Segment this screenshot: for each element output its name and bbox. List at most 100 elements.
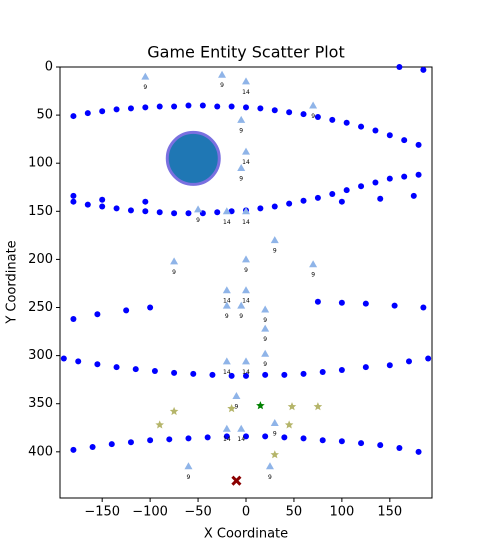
item-triangle	[242, 255, 250, 263]
item-label: 9	[273, 430, 277, 437]
item-label: 14	[242, 159, 250, 166]
x-tick-label: 100	[329, 505, 354, 520]
entity-dot	[127, 439, 134, 446]
x-tick-label: −50	[184, 505, 211, 520]
entity-dot	[410, 192, 417, 199]
entity-dot	[281, 434, 288, 441]
entity-dot	[300, 197, 307, 204]
entity-dot	[257, 105, 264, 112]
entity-dot	[70, 198, 77, 205]
entity-dot	[362, 300, 369, 307]
item-label: 14	[242, 369, 250, 376]
entity-dot	[127, 105, 134, 112]
item-label: 9	[239, 127, 243, 134]
entity-dot	[314, 194, 321, 201]
item-triangle	[222, 357, 231, 365]
item-label: 9	[263, 336, 267, 343]
entity-dot	[142, 198, 149, 205]
item-triangle	[261, 305, 270, 313]
item-label: 9	[187, 474, 191, 481]
item-label: 9	[263, 361, 267, 368]
entity-dot	[386, 175, 393, 182]
entity-dot	[99, 203, 106, 210]
entity-dot	[228, 208, 235, 215]
item-triangle	[270, 236, 279, 244]
item-label: 9	[220, 82, 224, 89]
star-marker	[287, 402, 297, 411]
entity-dot	[156, 209, 163, 216]
entity-dot	[94, 361, 101, 368]
entity-dot	[113, 106, 120, 113]
entity-dot	[401, 137, 408, 144]
entity-dot	[314, 114, 321, 121]
entity-dot	[343, 119, 350, 126]
entity-dot	[314, 298, 321, 305]
star-marker	[313, 402, 323, 411]
entity-dot	[70, 446, 77, 453]
item-label: 9	[239, 176, 243, 183]
entity-dot	[214, 209, 221, 216]
y-axis-label: Y Coordinate	[5, 240, 20, 324]
item-label: 14	[242, 298, 250, 305]
star-marker	[256, 401, 265, 410]
entity-dot	[405, 358, 412, 365]
entity-dot	[420, 66, 427, 73]
entity-dot	[70, 113, 77, 120]
item-label: 9	[143, 84, 147, 91]
item-label: 9	[244, 267, 248, 274]
x-tick-label: 0	[242, 505, 250, 520]
item-label: 14	[242, 89, 250, 96]
star-marker	[155, 420, 164, 429]
item-triangle	[242, 207, 250, 215]
item-triangle	[170, 257, 179, 265]
item-triangle	[232, 392, 241, 400]
entity-dot	[396, 444, 403, 451]
player-circle	[165, 130, 221, 186]
entity-dot	[415, 448, 422, 455]
entity-dot	[108, 441, 115, 448]
x-marker	[231, 475, 242, 486]
item-triangle	[261, 324, 270, 332]
item-triangle	[222, 424, 231, 432]
entity-dot	[132, 366, 139, 373]
entity-dot	[286, 200, 293, 207]
item-triangle	[261, 349, 270, 357]
star-marker	[270, 450, 279, 459]
entity-dot	[300, 370, 307, 377]
entity-dot	[262, 371, 269, 378]
entity-dot	[319, 437, 326, 444]
item-triangle	[237, 301, 246, 309]
item-label: 14	[223, 436, 231, 443]
entity-dot	[271, 107, 278, 114]
entity-dot	[257, 205, 264, 212]
x-tick-label: −150	[84, 505, 120, 520]
item-label: 14	[237, 436, 245, 443]
star-marker	[227, 404, 236, 413]
x-tick-label: −100	[132, 505, 168, 520]
item-label: 14	[242, 219, 250, 226]
entity-dot	[204, 434, 211, 441]
entity-dot	[84, 201, 91, 208]
entity-dot	[84, 110, 91, 117]
entity-dot	[338, 367, 345, 374]
entity-dot	[338, 438, 345, 445]
item-triangle	[242, 77, 250, 85]
entity-dot	[166, 436, 173, 443]
item-label: 9	[239, 313, 243, 320]
item-triangle	[242, 286, 250, 294]
item-triangle	[237, 164, 246, 172]
entity-dot	[338, 299, 345, 306]
entity-dot	[185, 435, 192, 442]
y-tick-label: 300	[28, 348, 53, 363]
entity-dot	[271, 203, 278, 210]
y-tick-label: 100	[28, 156, 53, 171]
item-label: 14	[223, 219, 231, 226]
item-triangle	[222, 207, 231, 215]
entity-dot	[362, 364, 369, 371]
entity-dot	[329, 116, 336, 123]
entity-dot	[396, 64, 403, 70]
item-label: 14	[223, 298, 231, 305]
entity-dot	[386, 132, 393, 139]
entity-dot	[99, 196, 106, 203]
entity-dot	[60, 355, 67, 362]
